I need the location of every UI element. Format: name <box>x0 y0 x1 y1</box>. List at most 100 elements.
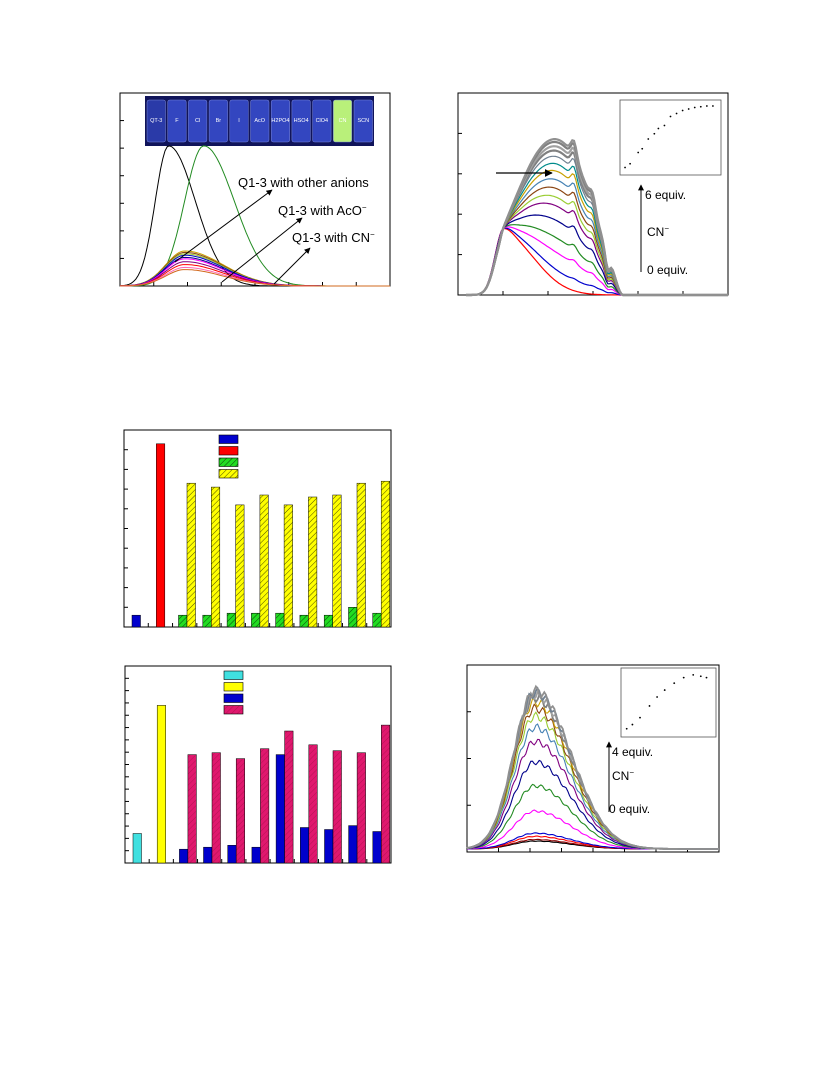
inset-point <box>687 108 690 110</box>
vial <box>353 99 373 143</box>
inset-point <box>705 105 708 107</box>
bar <box>372 612 382 628</box>
label-cn: CN− <box>647 224 669 239</box>
vial-label: AcO <box>254 118 265 124</box>
panel-bar-chart-lower <box>124 665 392 864</box>
label-top-equiv: 4 equiv. <box>612 745 653 759</box>
inset-point <box>663 689 666 691</box>
inset-point <box>648 705 651 707</box>
bar <box>332 494 342 628</box>
spectrum-line <box>466 684 719 850</box>
bar <box>356 752 366 864</box>
vial-label: HSO4 <box>294 118 309 124</box>
bar <box>203 846 213 864</box>
inset-point <box>682 676 685 679</box>
annotation-arrow <box>174 189 273 263</box>
bar <box>332 750 342 864</box>
label-bottom-equiv: 0 equiv. <box>647 263 688 277</box>
label-cn: CN− <box>612 768 634 783</box>
bars <box>132 705 391 864</box>
vial <box>291 99 311 143</box>
inset-point <box>629 162 631 165</box>
inset-point <box>624 166 626 169</box>
legend-swatch <box>218 434 239 444</box>
vial <box>229 99 249 143</box>
inset-point <box>669 115 672 118</box>
legend-swatch <box>223 693 244 703</box>
legend <box>218 434 239 479</box>
annotation-cn: Q1-3 with CN− <box>273 230 375 285</box>
annotation-aco: Q1-3 with AcO− <box>221 203 367 283</box>
bar <box>226 612 236 628</box>
vial <box>270 99 290 143</box>
vial <box>208 99 228 143</box>
annotation-label: Q1-3 with AcO− <box>278 203 367 218</box>
inset-point <box>647 138 650 140</box>
spectra-lines <box>119 145 390 287</box>
inset-point <box>693 106 696 109</box>
inset-point <box>631 723 634 726</box>
annotation-other-anions: Q1-3 with other anions <box>174 175 369 263</box>
axis-ticks <box>124 449 368 627</box>
inset-point <box>712 105 714 107</box>
bar <box>300 827 310 864</box>
vial-label: Br <box>216 118 222 124</box>
annotation-label: Q1-3 with CN− <box>292 230 375 245</box>
spectrum-line <box>466 138 728 297</box>
legend-swatch <box>223 682 244 692</box>
bar <box>259 494 269 628</box>
bar <box>235 504 245 628</box>
bar <box>202 614 212 628</box>
legend-swatch <box>218 469 239 479</box>
spectra-lines <box>466 138 728 297</box>
inset-point <box>673 682 676 685</box>
vial-label: Cl <box>195 118 200 124</box>
inset-point <box>692 674 695 676</box>
label-bottom-equiv: 0 equiv. <box>609 802 650 816</box>
panel-cn-titration: 6 equiv. CN− 0 equiv. <box>457 92 729 297</box>
vial <box>188 99 208 143</box>
bar <box>324 829 334 864</box>
vial <box>333 99 353 143</box>
bar <box>178 614 188 628</box>
inset-point <box>705 676 708 679</box>
vial-label: H2PO4 <box>271 118 289 124</box>
inset-point <box>637 151 640 154</box>
bar <box>260 748 270 864</box>
panel-emission-anions: QT-3 F Cl Br I AcO H2PO4 HSO4 ClO4 CN SCN Q1-3 wit… <box>119 92 391 287</box>
inset-points <box>624 105 714 169</box>
bar <box>275 754 285 864</box>
inset-frame <box>620 667 717 738</box>
inset-point <box>656 696 658 698</box>
bar <box>380 480 390 628</box>
bar <box>156 443 166 628</box>
inset-points <box>625 674 708 730</box>
inset-point <box>639 716 641 719</box>
bar <box>381 724 391 864</box>
annotation-label: Q1-3 with other anions <box>238 175 369 190</box>
vial <box>146 99 166 143</box>
label-top-equiv: 6 equiv. <box>645 188 686 202</box>
inset-point <box>653 132 656 135</box>
legend-swatch <box>218 446 239 456</box>
panel-cn-titration-lower: 4 equiv. CN− 0 equiv. <box>466 664 720 853</box>
bar <box>131 614 141 628</box>
bar <box>235 758 245 864</box>
bar <box>227 845 237 864</box>
bars <box>131 443 390 628</box>
vial-label: F <box>175 118 179 124</box>
bar <box>211 486 221 628</box>
panel-bar-chart-upper <box>123 429 392 628</box>
spectrum-line <box>466 169 728 296</box>
spectrum-line <box>466 723 719 850</box>
bar <box>251 612 261 628</box>
annotation-arrow <box>273 247 311 285</box>
bar <box>283 504 293 628</box>
legend-swatch <box>223 670 244 680</box>
bar <box>187 754 197 864</box>
axis-ticks <box>125 677 368 863</box>
vial-label: QT-3 <box>150 118 162 124</box>
bar <box>284 730 294 864</box>
spectrum-line <box>120 269 390 287</box>
